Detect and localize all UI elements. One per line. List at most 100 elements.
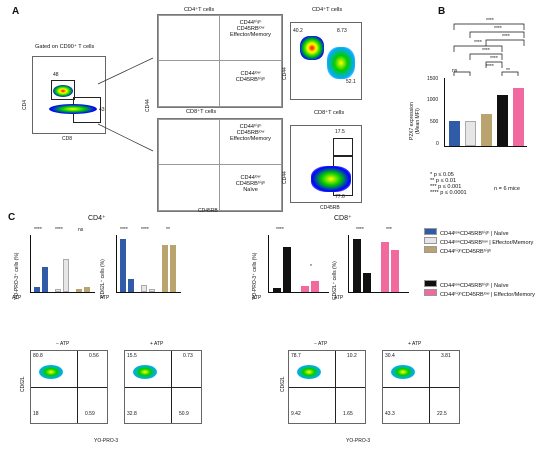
sig: *** xyxy=(386,227,392,233)
quadrant-tr: CD44ʰⁱᵍʰ CD45RBˡᵒʷ Effector/Memory xyxy=(219,119,282,165)
y-axis-label: CD44 xyxy=(145,99,151,112)
bar-b4 xyxy=(497,95,508,146)
atp-label: ATP xyxy=(12,295,22,301)
bar xyxy=(283,247,291,292)
quadrant-text: CD44ˡᵒʷ CD45RBʰⁱᵍʰ xyxy=(235,71,266,84)
bar xyxy=(170,245,176,292)
quadrant-value: 50.9 xyxy=(179,411,189,417)
quadrant-text: CD44ʰⁱᵍʰ CD45RBˡᵒʷ xyxy=(236,124,265,137)
bar xyxy=(311,280,319,292)
y-axis-label: CD4 xyxy=(22,99,28,110)
cd8-yo-chart xyxy=(268,235,329,293)
legend-item: CD44ʰⁱᵍʰCD45RBˡᵒʷ | Effector/Memory xyxy=(424,289,535,298)
sig: ns xyxy=(78,227,84,233)
legend-tag: | Effector/Memory xyxy=(489,292,535,298)
sig-label: **** xyxy=(494,26,502,32)
density-blob xyxy=(53,85,73,97)
legend-item: CD44ˡᵒʷCD45RBʰⁱᵍʰ | Naïve xyxy=(424,228,509,237)
quadrant-value: 1.65 xyxy=(343,411,353,417)
legend-label: CD44ʰⁱᵍʰCD45RBʰⁱᵍʰ xyxy=(440,249,492,255)
x-axis-label: CD45RB xyxy=(320,205,340,211)
quadrant-bl xyxy=(158,60,220,107)
cd8-schematic-box: CD44ʰⁱᵍʰ CD45RBˡᵒʷ Effector/Memory CD44ˡ… xyxy=(157,118,283,212)
dot-plot: 80.8 0.56 18 0.59 xyxy=(30,350,108,424)
b-ylabel: P2X7 expression (Mean MFI) xyxy=(409,102,421,140)
quadrant-value: 9.42 xyxy=(291,411,301,417)
quadrant-divider xyxy=(31,387,107,388)
legend-swatch xyxy=(424,246,437,253)
density-blob xyxy=(297,365,321,379)
density-blob xyxy=(300,36,324,60)
y-axis-label: CD62L xyxy=(280,376,286,392)
sig: **** xyxy=(356,227,364,233)
stat-line: ** p ≤ 0.01 xyxy=(430,178,457,185)
bar-b5 xyxy=(513,87,524,146)
panel-a-label: A xyxy=(12,6,20,17)
bar xyxy=(391,250,399,292)
gate-value: 48 xyxy=(53,72,59,78)
gate-box-cd4 xyxy=(51,80,75,100)
quadrant-divider xyxy=(289,387,365,388)
b-ytick: 500 xyxy=(430,119,439,125)
b-ytick: 1500 xyxy=(427,76,439,82)
sig: **** xyxy=(55,227,63,233)
atp-label: ATP xyxy=(252,295,262,301)
legend-tag: | Effector/Memory xyxy=(487,240,534,246)
sig: **** xyxy=(141,227,149,233)
quadrant-divider xyxy=(383,387,459,388)
bar xyxy=(63,258,69,292)
b-ytick: 0 xyxy=(436,141,439,147)
bar xyxy=(128,279,134,292)
stats-legend: * p ≤ 0.05 ** p ≤ 0.01 *** p ≤ 0.001 ***… xyxy=(430,172,467,197)
quadrant-tr: CD44ʰⁱᵍʰ CD45RBˡᵒʷ Effector/Memory xyxy=(219,15,282,61)
panel-b-label: B xyxy=(438,6,446,17)
quadrant-text: Effector/Memory xyxy=(230,32,271,39)
quadrant-value: 30.4 xyxy=(385,353,395,359)
gate-box xyxy=(333,138,353,156)
cd4-cd8-plot: 48 43 xyxy=(32,56,106,134)
quadrant-value: 15.5 xyxy=(127,353,137,359)
bar xyxy=(141,285,147,292)
legend-swatch xyxy=(424,237,437,244)
stat-line: *** p ≤ 0.001 xyxy=(430,184,462,191)
sig: * xyxy=(310,264,312,270)
quadrant-value: 0.59 xyxy=(85,411,95,417)
legend-swatch xyxy=(424,280,437,287)
y-axis-label: CD62L xyxy=(20,376,26,392)
x-axis-label: YO-PRO-3 xyxy=(346,438,371,444)
bar xyxy=(76,289,82,292)
bar-b2 xyxy=(465,120,476,146)
gate-value: 17.5 xyxy=(335,129,345,135)
quadrant-br: CD44ˡᵒʷ CD45RBʰⁱᵍʰ Naïve xyxy=(219,164,282,211)
density-blob xyxy=(311,166,351,192)
cd4-yo-chart xyxy=(30,235,95,293)
bar xyxy=(273,287,281,292)
stat-line: **** p ≤ 0.0001 xyxy=(430,190,467,197)
quadrant-value: 0.73 xyxy=(183,353,193,359)
yo-ylabel: YO-PRO-3⁺ cells (%) xyxy=(252,252,258,300)
sig-label: ns xyxy=(452,68,458,74)
quadrant-value: 43.3 xyxy=(385,411,395,417)
density-blob xyxy=(133,365,157,379)
cd4-schematic-box: CD44ʰⁱᵍʰ CD45RBˡᵒʷ Effector/Memory CD44ˡ… xyxy=(157,14,283,108)
gate-value: 8.73 xyxy=(337,28,347,34)
cd62-ylabel: CD62L⁺ cells (%) xyxy=(100,259,106,298)
quadrant-text: Naïve xyxy=(243,187,258,194)
sig-label: **** xyxy=(490,56,498,62)
gate-value: 40.2 xyxy=(293,28,303,34)
bar xyxy=(34,287,40,292)
quadrant-value: 18 xyxy=(33,411,39,417)
bar xyxy=(363,273,371,292)
density-blob xyxy=(327,47,355,79)
y-axis-label: CD44 xyxy=(282,171,288,184)
sig-label: **** xyxy=(474,40,482,46)
stat-line: * p ≤ 0.05 xyxy=(430,172,454,178)
legend-tag: | Naïve xyxy=(489,231,509,237)
cd4-cd44-plot: 40.2 8.73 52.1 xyxy=(290,22,362,100)
legend-item: CD44ˡᵒʷCD45RBʰⁱᵍʰ | Naïve xyxy=(424,280,509,289)
bar xyxy=(120,239,126,292)
right-bottom-title: CD8⁺T cells xyxy=(314,110,345,116)
cd8-title: CD8⁺ xyxy=(334,215,352,222)
quadrant-value: 3.81 xyxy=(441,353,451,359)
quadrant-value: 80.8 xyxy=(33,353,43,359)
